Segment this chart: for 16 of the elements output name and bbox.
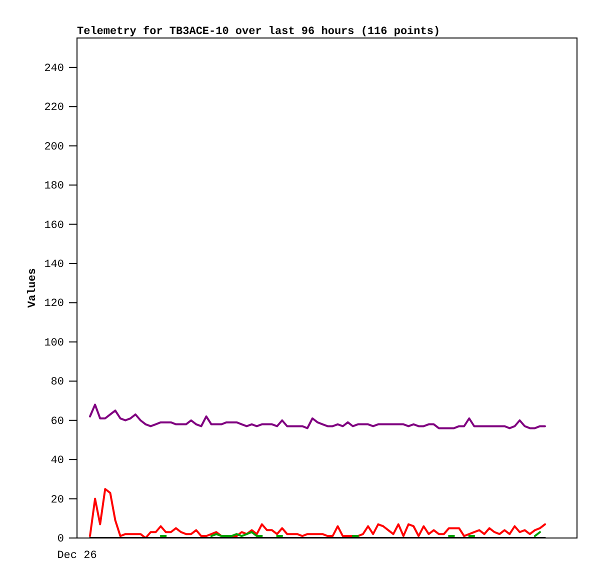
y-tick-label: 120 bbox=[44, 298, 64, 310]
y-tick-label: 200 bbox=[44, 141, 64, 154]
y-tick-label: 60 bbox=[50, 416, 64, 428]
y-tick-label: 100 bbox=[44, 337, 64, 350]
y-tick-label: 240 bbox=[44, 62, 64, 75]
chart-title: Telemetry for TB3ACE-10 over last 96 hours (116 points) bbox=[77, 25, 440, 38]
y-tick-label: 20 bbox=[50, 494, 64, 506]
text: Dec 26 bbox=[57, 550, 97, 562]
y-tick-label: 160 bbox=[44, 220, 64, 232]
y-tick-label: 220 bbox=[44, 102, 64, 114]
y-tick-label: 40 bbox=[50, 455, 64, 468]
y-tick-label: 140 bbox=[44, 259, 64, 272]
y-tick-label: 0 bbox=[57, 534, 64, 546]
y-axis-title: Values bbox=[27, 268, 39, 308]
y-tick-label: 180 bbox=[44, 180, 64, 193]
y-tick-label: 80 bbox=[50, 376, 64, 389]
